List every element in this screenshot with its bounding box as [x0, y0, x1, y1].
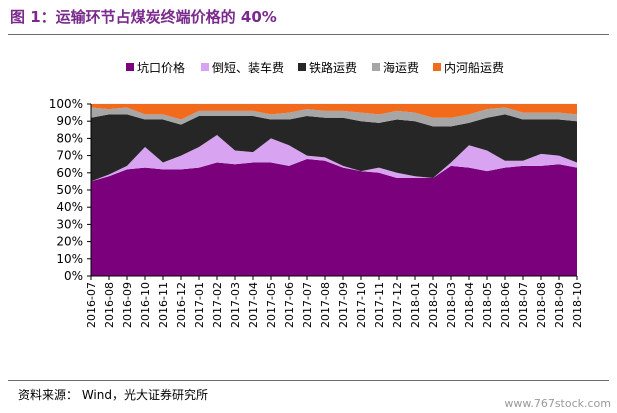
y-tick-label: 50% [56, 183, 83, 197]
x-tick-label: 2016-09 [121, 282, 134, 328]
legend-swatch [372, 63, 380, 71]
y-tick-label: 20% [56, 235, 83, 249]
x-tick-label: 2016-11 [157, 282, 170, 328]
x-tick-label: 2018-07 [517, 282, 530, 328]
y-tick-label: 60% [56, 166, 83, 180]
x-tick-label: 2017-11 [373, 282, 386, 328]
watermark: www.767stock.com [504, 397, 611, 410]
legend-label: 铁路运费 [309, 60, 357, 75]
figure-title: 图 1：运输环节占煤炭终端价格的 40% [10, 8, 277, 26]
stacked-area-chart: 坑口价格 倒短、装车费 铁路运费 海运费 内河船运费 0% 10% 20% 30% 40% 50%… [49, 60, 584, 328]
legend-swatch [298, 63, 306, 71]
x-tick-labels: 2016-07 2016-08 2016-09 2016-10 2016-11 2016-… [85, 276, 584, 328]
y-tick-label: 0% [64, 269, 83, 283]
x-tick-label: 2017-03 [229, 282, 242, 328]
x-tick-label: 2018-08 [535, 282, 548, 328]
series-area-4 [91, 104, 577, 120]
x-tick-label: 2017-02 [211, 282, 224, 328]
top-rule [8, 34, 609, 35]
x-tick-label: 2016-08 [103, 282, 116, 328]
legend-label: 海运费 [383, 60, 419, 75]
x-tick-label: 2018-03 [445, 282, 458, 328]
x-tick-label: 2017-04 [247, 282, 260, 328]
series-area-2 [91, 114, 577, 182]
x-tick-label: 2017-08 [319, 282, 332, 328]
x-tick-label: 2018-01 [409, 282, 422, 328]
chart-legend: 坑口价格 倒短、装车费 铁路运费 海运费 内河船运费 [126, 60, 504, 75]
y-tick-label: 80% [56, 131, 83, 145]
x-tick-label: 2018-09 [553, 282, 566, 328]
x-tick-label: 2018-04 [463, 282, 476, 328]
y-tick-labels: 0% 10% 20% 30% 40% 50% 60% 70% 80% 90% 100% [49, 97, 91, 283]
x-tick-label: 2016-12 [175, 282, 188, 328]
legend-swatch [126, 63, 134, 71]
series-areas [91, 104, 577, 276]
x-tick-label: 2017-09 [337, 282, 350, 328]
y-tick-label: 10% [56, 252, 83, 266]
y-tick-label: 100% [49, 97, 83, 111]
x-tick-label: 2018-06 [499, 282, 512, 328]
series-area-3 [91, 107, 577, 127]
x-tick-label: 2016-10 [139, 282, 152, 328]
x-tick-label: 2018-05 [481, 282, 494, 328]
x-tick-label: 2017-06 [283, 282, 296, 328]
y-tick-label: 90% [56, 114, 83, 128]
legend-swatch [433, 63, 441, 71]
source-note: 资料来源： Wind，光大证券研究所 [18, 388, 208, 402]
y-tick-label: 70% [56, 149, 83, 163]
x-tick-label: 2017-05 [265, 282, 278, 328]
x-tick-label: 2018-02 [427, 282, 440, 328]
x-tick-label: 2017-10 [355, 282, 368, 328]
y-tick-label: 30% [56, 217, 83, 231]
x-tick-label: 2017-07 [301, 282, 314, 328]
series-area-1 [91, 134, 577, 182]
series-area-0 [91, 159, 577, 276]
legend-label: 内河船运费 [444, 61, 504, 75]
legend-label: 坑口价格 [137, 60, 185, 75]
x-tick-label: 2017-01 [193, 282, 206, 328]
y-tick-label: 40% [56, 200, 83, 214]
x-tick-label: 2017-12 [391, 282, 404, 328]
x-tick-label: 2016-07 [85, 282, 98, 328]
legend-swatch [201, 63, 209, 71]
legend-label: 倒短、装车费 [212, 60, 284, 75]
bottom-rule [8, 380, 609, 381]
x-tick-label: 2018-10 [571, 282, 584, 328]
